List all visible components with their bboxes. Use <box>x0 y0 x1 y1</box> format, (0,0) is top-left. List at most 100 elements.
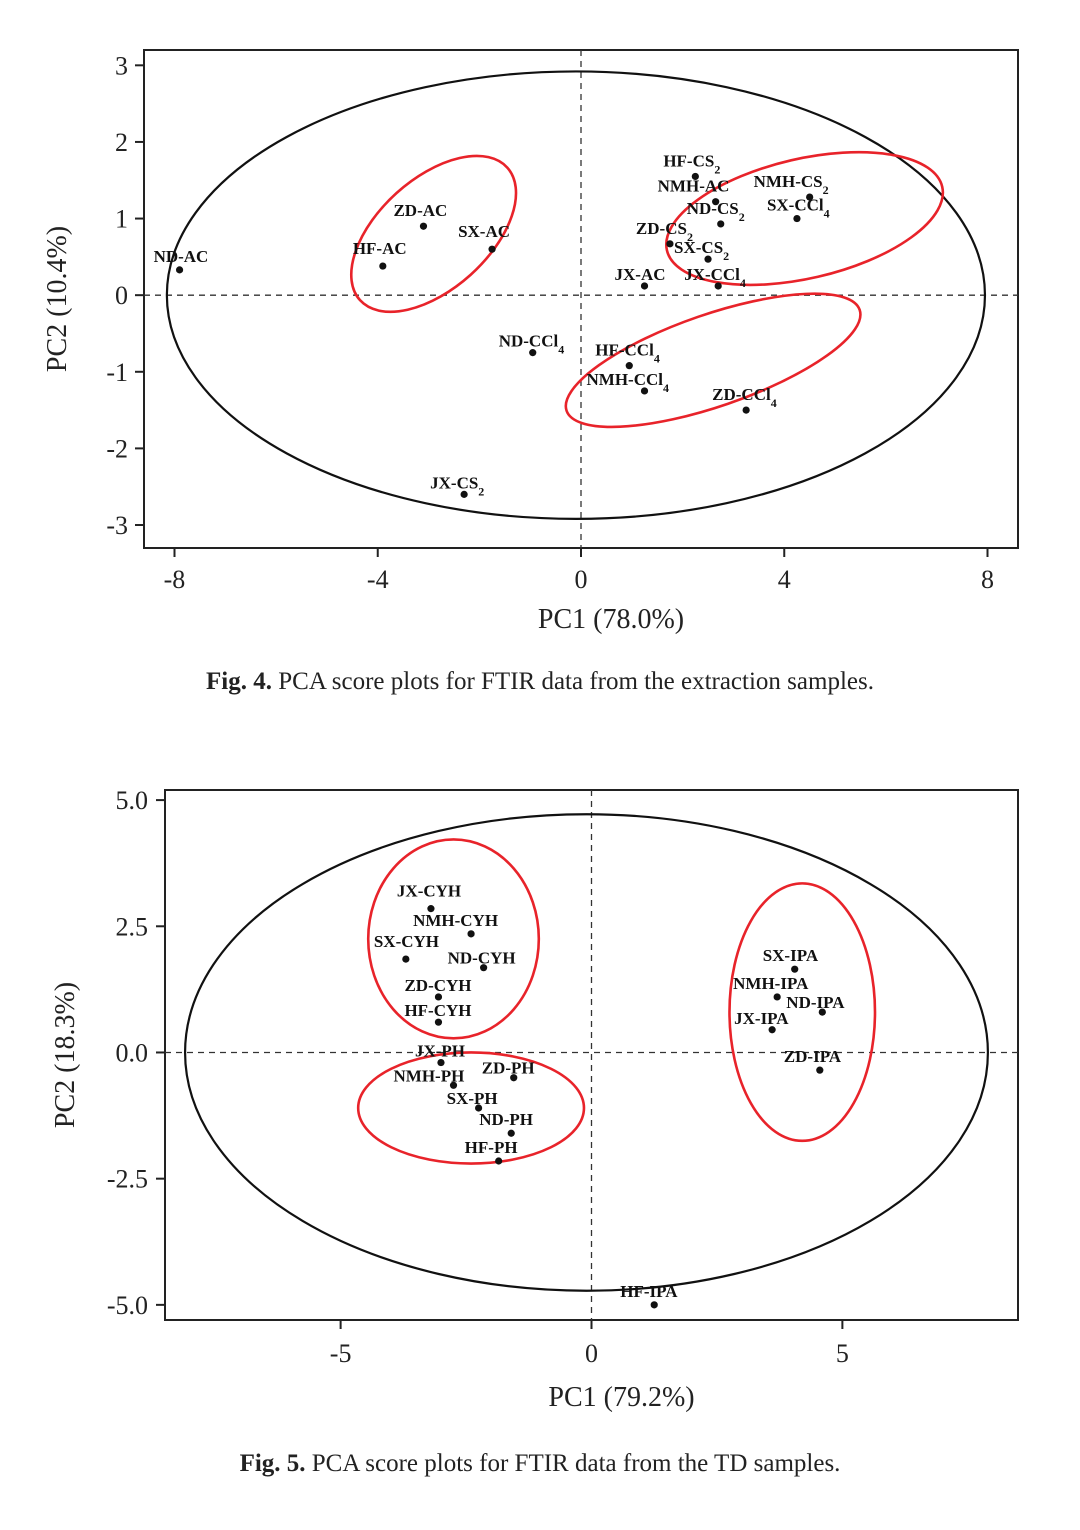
data-point-zd-ccl4 <box>742 406 750 414</box>
data-point-nmh-ccl4 <box>640 387 649 395</box>
data-point-nmh-cyh <box>467 930 475 938</box>
data-point-jx-ccl4 <box>714 282 722 290</box>
group-ellipse-1 <box>366 838 541 1040</box>
data-label-jx-ipa: JX-IPA <box>734 1009 789 1028</box>
data-point-nd-ipa <box>818 1008 826 1016</box>
group-ellipse-2 <box>356 1051 586 1165</box>
data-label-nd-ipa: ND-IPA <box>786 993 845 1012</box>
data-label-zd-ac: ZD-AC <box>393 201 447 220</box>
data-point-hf-cyh <box>434 1018 443 1026</box>
data-point-zd-cyh <box>434 993 443 1001</box>
data-point-sx-ac <box>488 245 496 253</box>
x-tick-label: 0 <box>585 1339 598 1368</box>
x-tick-label: 5 <box>836 1339 849 1368</box>
x-tick-label: -4 <box>367 565 389 594</box>
y-axis-label: PC2 (18.3%) <box>50 982 81 1128</box>
y-tick-label: 3 <box>115 51 128 80</box>
data-label-hf-cs2: HF-CS2 <box>663 151 720 176</box>
data-label-hf-ac: HF-AC <box>353 239 407 258</box>
y-tick-label: -2 <box>106 434 128 463</box>
data-label-nd-cs2: ND-CS2 <box>687 199 745 224</box>
data-label-nd-cyh: ND-CYH <box>448 949 516 968</box>
confidence-ellipse <box>165 70 987 520</box>
group-ellipse-3 <box>564 292 862 429</box>
caption-fig5: Fig. 5. PCA score plots for FTIR data fr… <box>0 1450 1080 1478</box>
data-label-nmh-ccl4: NMH-CCl4 <box>587 370 669 395</box>
data-point-nd-ph <box>507 1129 515 1137</box>
data-point-nmh-cs2 <box>806 193 814 201</box>
data-point-jx-ipa <box>768 1026 776 1034</box>
x-tick-label: 4 <box>778 565 791 594</box>
caption-fig4: Fig. 4. PCA score plots for FTIR data fr… <box>0 668 1080 696</box>
data-label-hf-cyh: HF-CYH <box>404 1001 471 1020</box>
data-label-sx-ph: SX-PH <box>447 1089 498 1108</box>
caption-fig4-label: Fig. 4. <box>206 668 272 695</box>
data-point-jx-ac <box>640 282 649 290</box>
group-ellipse-1 <box>349 154 518 314</box>
data-label-nmh-cs2: NMH-CS2 <box>754 172 829 197</box>
data-label-hf-ph: HF-PH <box>465 1138 518 1157</box>
group-ellipse-2 <box>664 150 945 287</box>
data-label-nmh-ac: NMH-AC <box>658 177 730 196</box>
y-tick-label: 5.0 <box>116 786 149 815</box>
data-point-nd-cyh <box>480 964 488 972</box>
y-tick-label: 1 <box>115 205 128 234</box>
x-tick-label: -8 <box>164 565 186 594</box>
data-point-hf-ipa <box>650 1301 658 1309</box>
y-tick-label: -3 <box>106 511 128 540</box>
group-ellipse-3 <box>728 882 877 1143</box>
x-tick-label: 0 <box>575 565 588 594</box>
caption-fig5-text: PCA score plots for FTIR data from the T… <box>311 1450 841 1477</box>
caption-fig5-label: Fig. 5. <box>239 1450 306 1477</box>
data-point-nd-ac <box>175 266 184 274</box>
data-point-nd-ccl4 <box>529 349 537 357</box>
data-point-sx-ipa <box>791 965 799 973</box>
y-tick-label: 0.0 <box>116 1038 149 1067</box>
data-point-nmh-ipa <box>773 993 781 1001</box>
data-label-jx-cyh: JX-CYH <box>397 882 461 901</box>
data-point-zd-ac <box>419 222 428 230</box>
y-tick-label: 0 <box>115 281 128 310</box>
data-point-zd-ph <box>510 1074 518 1082</box>
data-point-hf-cs2 <box>691 172 699 181</box>
x-axis-label: PC1 (78.0%) <box>538 604 684 635</box>
data-point-nmh-ac <box>712 198 720 206</box>
data-point-sx-cyh <box>402 955 410 963</box>
data-label-zd-ph: ZD-PH <box>482 1059 535 1078</box>
data-label-zd-ipa: ZD-IPA <box>784 1047 842 1066</box>
data-label-jx-ph: JX-PH <box>415 1042 465 1061</box>
data-point-sx-cs2 <box>704 255 712 263</box>
data-point-zd-cs2 <box>666 240 674 248</box>
data-label-nmh-cyh: NMH-CYH <box>413 911 498 930</box>
data-point-hf-ph <box>495 1157 503 1165</box>
data-label-sx-cs2: SX-CS2 <box>674 238 729 263</box>
confidence-ellipse <box>183 813 989 1292</box>
data-label-sx-cyh: SX-CYH <box>374 932 439 951</box>
y-tick-label: 2.5 <box>116 912 149 941</box>
x-tick-label: -5 <box>330 1339 352 1368</box>
data-label-hf-ipa: HF-IPA <box>620 1282 678 1301</box>
data-label-zd-cyh: ZD-CYH <box>404 976 471 995</box>
y-tick-label: -1 <box>106 358 128 387</box>
data-label-jx-ac: JX-AC <box>615 265 666 284</box>
y-tick-label: 2 <box>115 128 128 157</box>
y-tick-label: -2.5 <box>107 1165 148 1194</box>
data-label-nmh-ph: NMH-PH <box>394 1066 465 1085</box>
data-label-sx-ipa: SX-IPA <box>763 946 819 965</box>
x-axis-label: PC1 (79.2%) <box>548 1382 694 1413</box>
chart-fig4: -8 -4 0 4 8 3 2 1 0 -1 -2 -3 PC1 (78.0%) PC2 (10.4%) N… <box>42 49 1019 635</box>
y-tick-label: -5.0 <box>107 1291 148 1320</box>
chart-fig5: -5 0 5 5.0 2.5 0.0 -2.5 -5.0 PC1 (79.2%) PC2 (18.… <box>50 786 1019 1413</box>
data-point-zd-ipa <box>816 1066 824 1074</box>
data-label-nmh-ipa: NMH-IPA <box>733 974 809 993</box>
data-label-nd-ac: ND-AC <box>154 247 209 266</box>
data-point-sx-ccl4 <box>793 214 801 223</box>
data-point-nd-cs2 <box>717 220 725 228</box>
data-label-jx-cs2: JX-CS2 <box>430 473 484 498</box>
data-point-sx-ph <box>475 1104 483 1112</box>
data-label-nd-ph: ND-PH <box>479 1110 533 1129</box>
caption-fig4-text: PCA score plots for FTIR data from the e… <box>278 668 874 695</box>
data-point-hf-ac <box>379 262 387 270</box>
y-axis-label: PC2 (10.4%) <box>42 226 73 372</box>
x-tick-label: 8 <box>981 565 994 594</box>
